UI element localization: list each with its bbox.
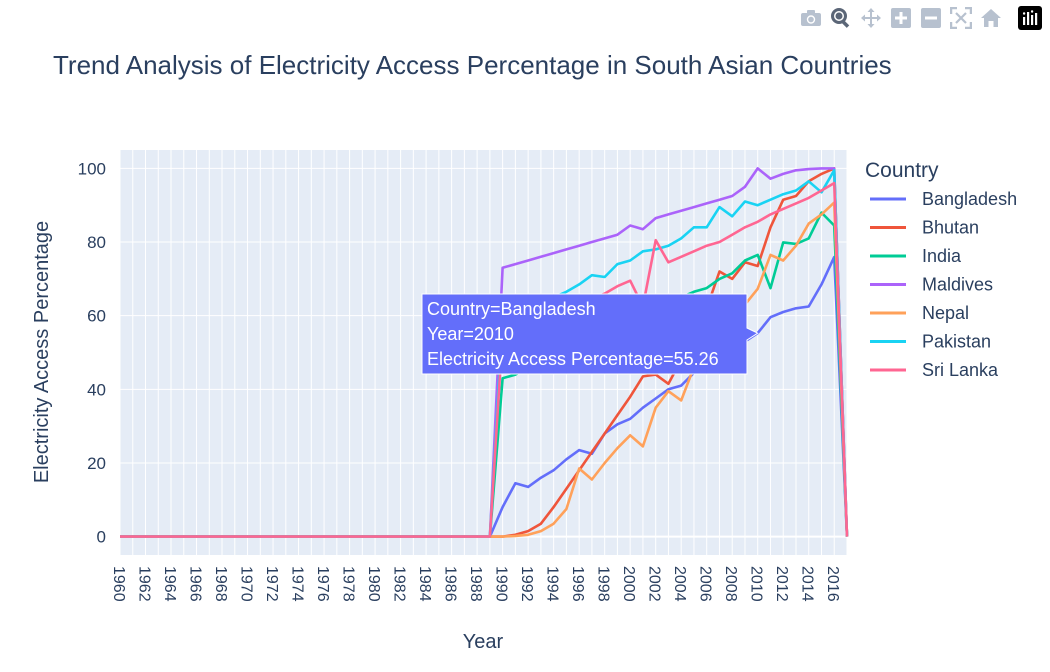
legend-label[interactable]: India — [922, 246, 962, 266]
zoom-out-icon[interactable] — [916, 6, 946, 30]
x-tick-label: 2016 — [824, 566, 841, 602]
tooltip-line: Electricity Access Percentage=55.26 — [427, 349, 719, 369]
x-tick-label: 1996 — [569, 566, 586, 602]
x-tick-label: 1992 — [518, 566, 535, 602]
legend-label[interactable]: Nepal — [922, 303, 969, 323]
legend-label[interactable]: Bangladesh — [922, 189, 1017, 209]
plotly-logo-icon[interactable] — [1018, 6, 1042, 30]
x-tick-label: 1986 — [442, 566, 459, 602]
y-tick-label: 20 — [87, 454, 106, 473]
x-tick-label: 2000 — [620, 566, 637, 602]
x-tick-label: 1960 — [110, 566, 127, 602]
x-tick-label: 2008 — [722, 566, 739, 602]
chart-title: Trend Analysis of Electricity Access Per… — [53, 50, 892, 80]
y-axis-title: Electricity Access Percentage — [31, 221, 53, 483]
legend-label[interactable]: Sri Lanka — [922, 360, 999, 380]
x-tick-label: 1988 — [467, 566, 484, 602]
x-tick-label: 1984 — [416, 566, 433, 602]
x-tick-label: 2004 — [671, 566, 688, 602]
y-tick-label: 80 — [87, 233, 106, 252]
tooltip-box — [421, 293, 759, 375]
zoom-in-icon[interactable] — [886, 6, 916, 30]
x-tick-label: 1990 — [493, 566, 510, 602]
x-tick-label: 1974 — [289, 566, 306, 602]
reset-axes-icon[interactable] — [976, 6, 1006, 30]
x-tick-label: 1964 — [161, 566, 178, 602]
series-line-bhutan[interactable] — [120, 167, 849, 538]
modebar — [796, 6, 1042, 30]
y-tick-label: 40 — [87, 380, 106, 399]
x-tick-label: 1972 — [263, 566, 280, 602]
x-tick-label: 1966 — [187, 566, 204, 602]
x-tick-label: 1976 — [314, 566, 331, 602]
x-tick-label: 2014 — [799, 566, 816, 602]
x-tick-label: 1962 — [136, 566, 153, 602]
legend: Country Bangladesh Bhutan India Maldives Nep… — [865, 159, 1017, 380]
x-tick-label: 1980 — [365, 566, 382, 602]
tooltip-line: Country=Bangladesh — [427, 299, 596, 319]
axis-ticks: 1960 1962 1964 1966 1968 1970 1972 1974 1976 1978… — [78, 159, 842, 601]
x-tick-label: 1968 — [212, 566, 229, 602]
series-line-bangladesh[interactable] — [120, 255, 849, 538]
x-tick-label: 2012 — [773, 566, 790, 602]
tooltip-line: Year=2010 — [427, 324, 514, 344]
zoom-icon[interactable] — [826, 6, 856, 30]
hover-tooltip: Country=Bangladesh Year=2010 Electricity A… — [421, 293, 759, 375]
x-axis-title: Year — [463, 631, 504, 653]
legend-label[interactable]: Bhutan — [922, 218, 979, 238]
legend-label[interactable]: Maldives — [922, 275, 993, 295]
autoscale-icon[interactable] — [946, 6, 976, 30]
y-tick-label: 60 — [87, 307, 106, 326]
x-tick-label: 2006 — [697, 566, 714, 602]
camera-icon[interactable] — [796, 6, 826, 30]
x-tick-label: 2002 — [646, 566, 663, 602]
legend-label[interactable]: Pakistan — [922, 332, 991, 352]
y-tick-label: 100 — [78, 159, 106, 178]
x-tick-label: 1970 — [238, 566, 255, 602]
pan-icon[interactable] — [856, 6, 886, 30]
legend-title: Country — [865, 159, 939, 182]
series-line-maldives[interactable] — [120, 167, 849, 538]
x-tick-label: 2010 — [748, 566, 765, 602]
x-tick-label: 1982 — [391, 566, 408, 602]
x-tick-label: 1994 — [544, 566, 561, 602]
x-tick-label: 1978 — [340, 566, 357, 602]
series-line-nepal[interactable] — [120, 201, 849, 538]
x-tick-label: 1998 — [595, 566, 612, 602]
y-tick-label: 0 — [97, 528, 106, 547]
